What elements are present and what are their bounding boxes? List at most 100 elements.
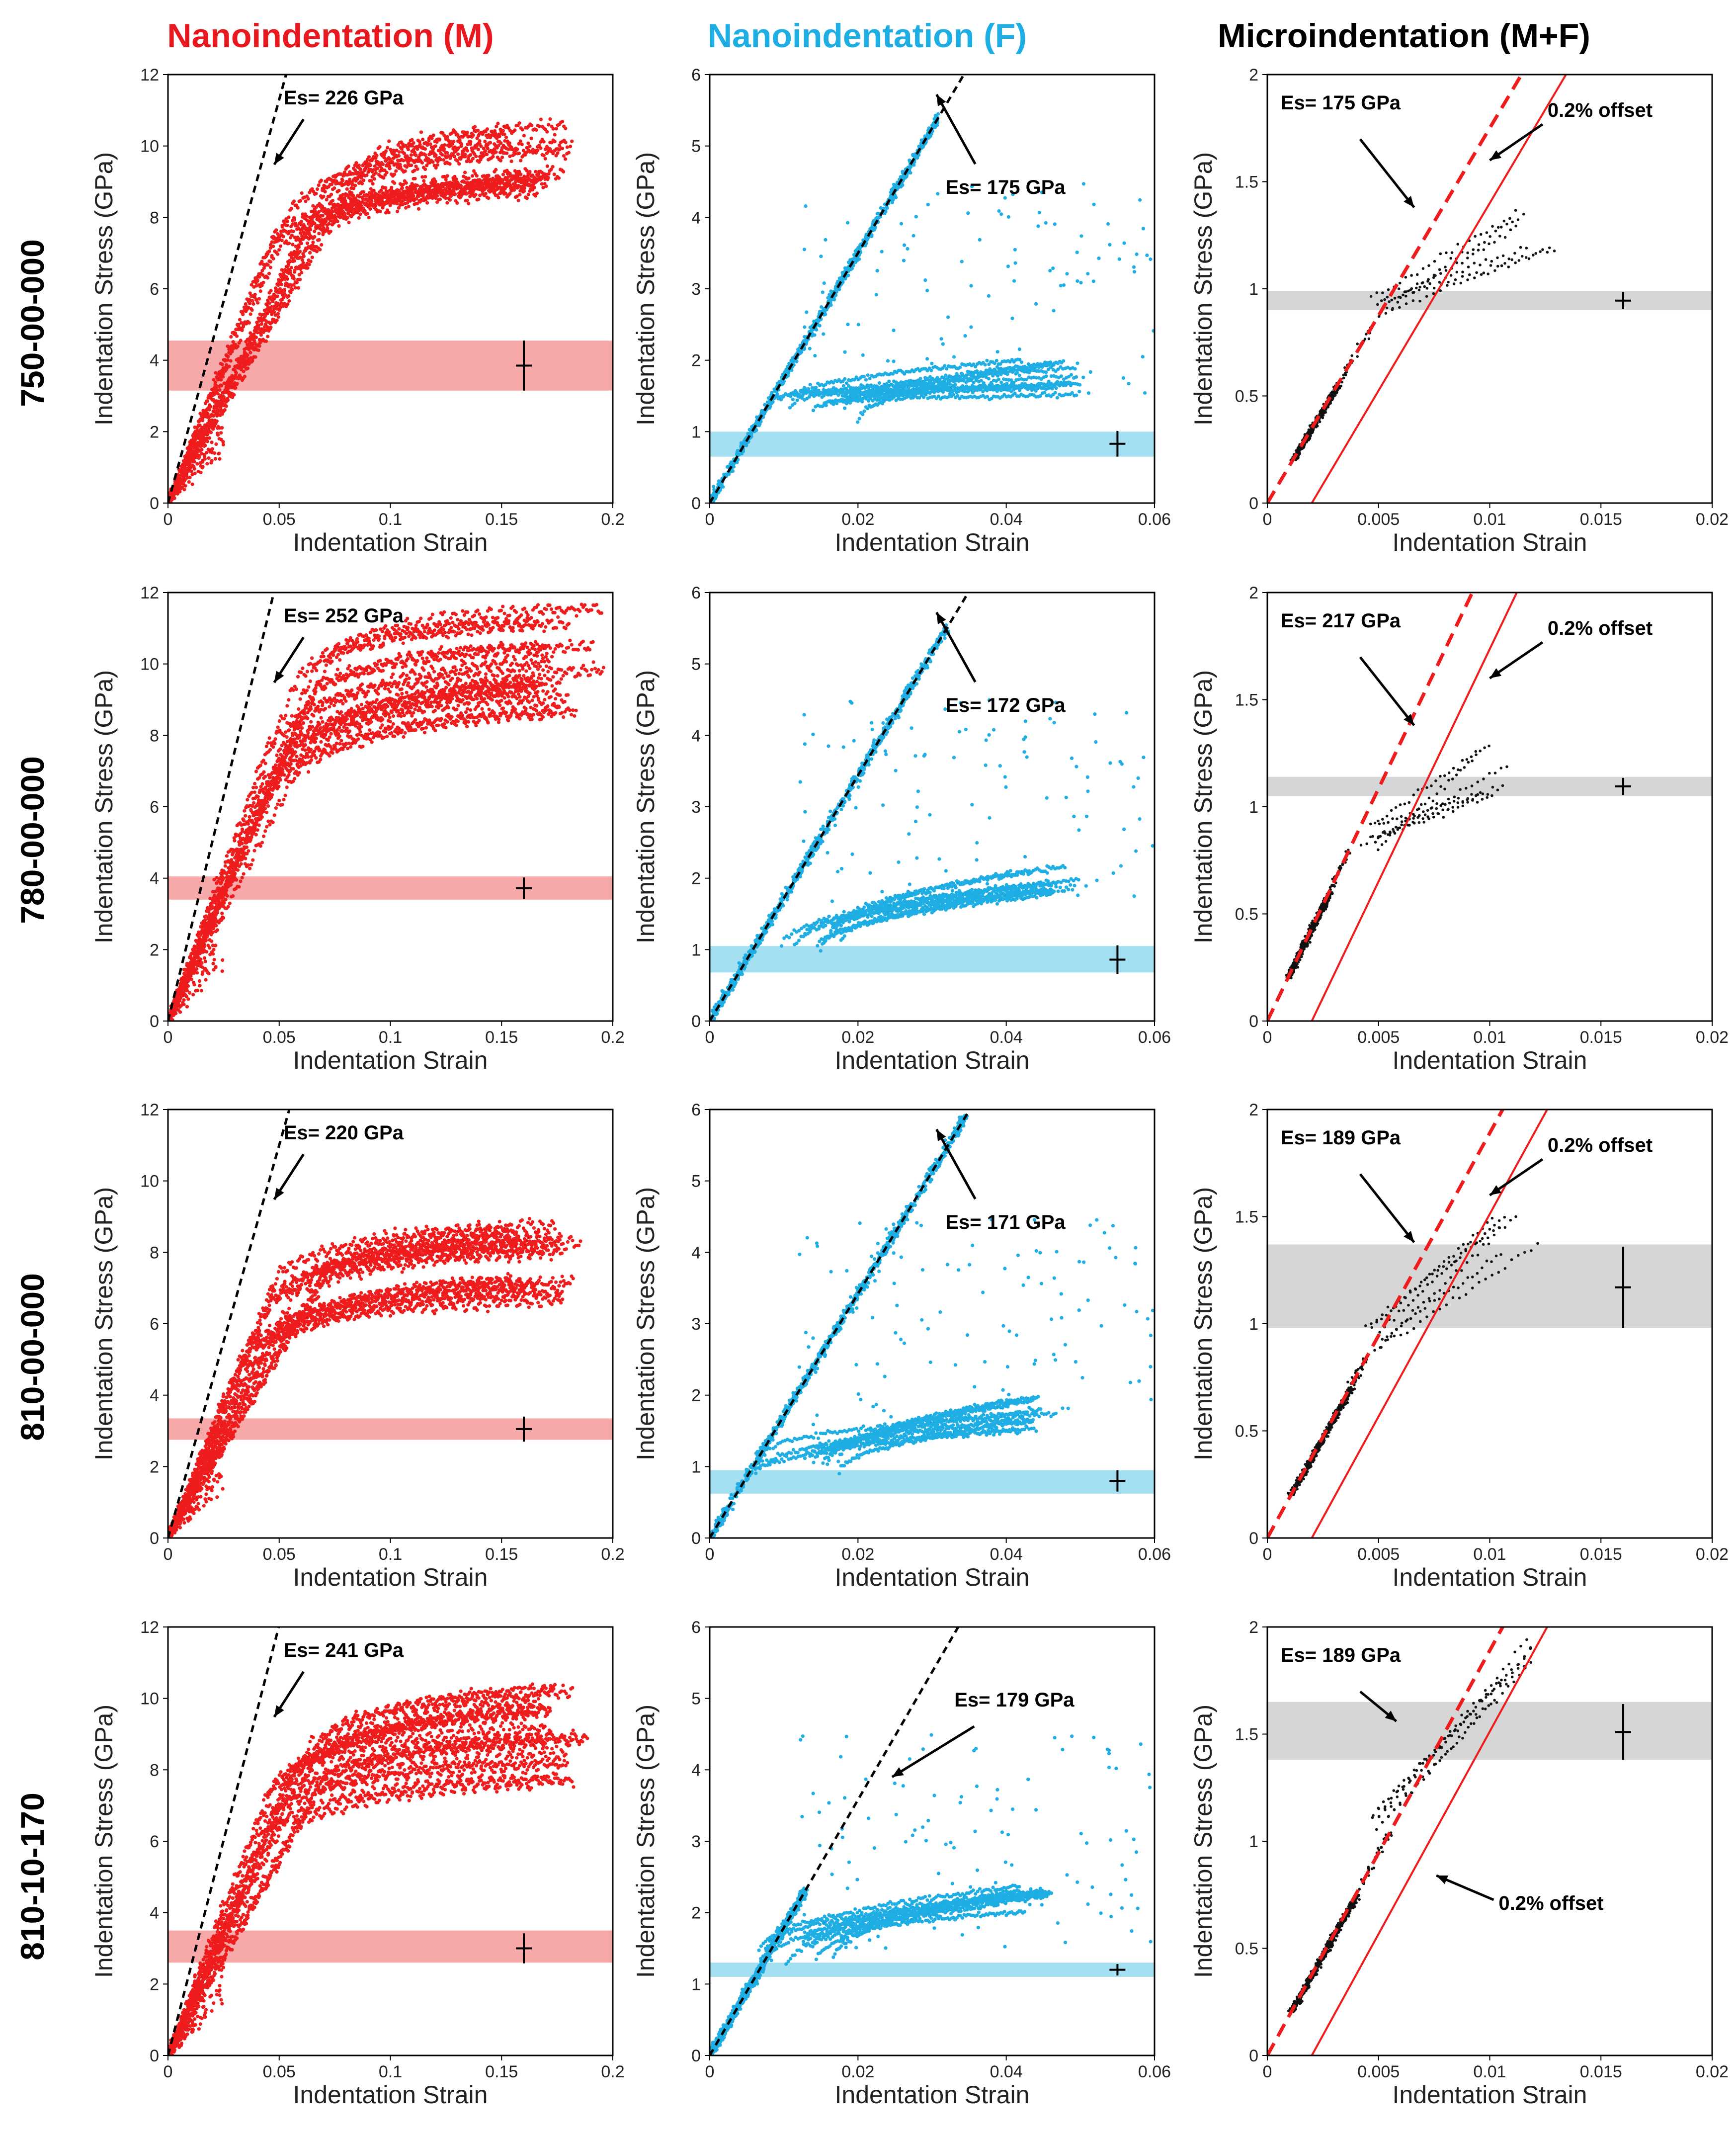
data-point: [971, 391, 975, 395]
data-point: [1078, 383, 1082, 387]
data-point: [911, 153, 915, 157]
data-point: [1055, 396, 1059, 400]
data-point: [433, 144, 438, 148]
data-point: [381, 162, 385, 166]
data-point: [951, 393, 955, 397]
data-point: [200, 426, 204, 429]
data-point: [564, 126, 568, 130]
row-label-750-00-000: 750-00-000: [14, 239, 51, 407]
data-point: [989, 386, 992, 390]
data-point: [1054, 386, 1058, 390]
data-point: [279, 282, 284, 286]
data-point: [198, 418, 202, 422]
data-point: [324, 211, 328, 215]
data-point: [258, 328, 262, 332]
data-point: [430, 136, 434, 140]
data-point: [232, 386, 236, 390]
data-point: [400, 186, 404, 190]
data-point: [289, 251, 293, 255]
data-point: [422, 198, 426, 202]
data-point: [811, 409, 815, 413]
data-point: [230, 379, 234, 383]
data-point: [535, 173, 540, 177]
data-point: [436, 183, 440, 187]
data-point: [297, 273, 301, 277]
data-point: [382, 176, 386, 180]
y-tick-label: 8: [150, 208, 159, 227]
data-point: [504, 135, 508, 139]
data-point: [377, 161, 381, 165]
data-point: [458, 138, 462, 142]
data-point: [442, 148, 446, 152]
data-point: [292, 283, 296, 287]
data-point: [487, 173, 491, 177]
data-point: [865, 236, 869, 240]
data-point: [410, 144, 414, 148]
data-point: [557, 176, 561, 180]
data-point: [570, 139, 574, 143]
data-point: [1059, 374, 1063, 378]
data-point: [475, 174, 479, 178]
data-point: [260, 259, 264, 263]
data-point: [505, 139, 509, 143]
data-point: [269, 289, 273, 293]
data-point: [487, 133, 491, 137]
data-point: [731, 469, 735, 473]
data-point: [307, 230, 311, 234]
data-point: [839, 276, 843, 280]
data-point: [308, 215, 312, 219]
data-point: [463, 153, 467, 157]
data-point: [806, 387, 810, 391]
data-point: [459, 135, 463, 139]
data-point: [302, 223, 306, 227]
data-point: [418, 143, 422, 147]
data-point: [860, 400, 864, 404]
data-point: [491, 177, 495, 181]
data-point: [361, 171, 365, 175]
data-point: [275, 318, 279, 322]
data-point: [470, 182, 474, 186]
data-point: [194, 437, 198, 441]
data-point: [416, 194, 420, 198]
data-point: [430, 183, 434, 187]
y-tick-label: 12: [140, 66, 159, 85]
data-point: [238, 373, 242, 377]
data-point: [248, 331, 252, 335]
data-point: [528, 144, 532, 148]
data-point: [1067, 375, 1071, 379]
data-point: [187, 480, 191, 484]
data-point: [755, 420, 759, 424]
data-point: [389, 148, 393, 152]
data-point: [520, 142, 524, 146]
data-point: [438, 186, 443, 190]
data-point: [221, 375, 225, 379]
data-point: [534, 151, 538, 155]
data-point: [310, 256, 314, 259]
data-point: [317, 183, 321, 187]
data-point: [420, 146, 425, 150]
data-point: [243, 365, 247, 369]
data-point: [223, 403, 227, 407]
data-point: [434, 166, 438, 170]
data-point: [540, 171, 544, 174]
data-point: [803, 335, 807, 339]
data-point: [246, 353, 249, 357]
data-point: [437, 189, 441, 193]
data-point: [408, 197, 412, 201]
data-point: [365, 212, 369, 216]
data-point: [416, 156, 421, 160]
data-point: [285, 277, 290, 281]
data-point: [253, 347, 257, 351]
data-point: [450, 152, 454, 156]
data-point: [350, 193, 354, 198]
data-point: [317, 210, 321, 214]
data-point: [556, 151, 560, 155]
data-point: [995, 389, 999, 393]
data-point: [255, 331, 259, 335]
data-point: [241, 312, 245, 317]
data-point: [423, 188, 427, 192]
data-point: [569, 145, 573, 149]
data-point: [382, 153, 387, 157]
data-point: [236, 344, 240, 348]
data-point: [199, 464, 203, 468]
